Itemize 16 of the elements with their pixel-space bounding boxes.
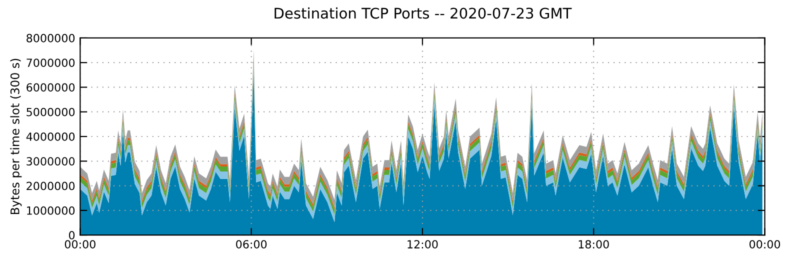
y-tick-label: 4000000	[26, 132, 75, 141]
x-tick-label: 12:00	[408, 240, 438, 248]
y-axis-title: Bytes per time slot (300 s)	[10, 58, 22, 214]
y-tick-label: 7000000	[26, 58, 75, 67]
y-tick-label: 5000000	[26, 108, 75, 116]
y-tick-label: 0	[68, 231, 75, 240]
x-tick-label: 06:00	[236, 240, 267, 248]
chart-title: Destination TCP Ports -- 2020-07-23 GMT	[274, 7, 572, 19]
x-tick-label: 00:00	[750, 240, 780, 248]
x-tick-label: 00:00	[64, 240, 96, 248]
y-tick-label: 1000000	[27, 206, 75, 215]
y-tick-label: 8000000	[26, 34, 75, 42]
y-tick-label: 6000000	[26, 83, 75, 92]
x-tick-label: 18:00	[578, 240, 609, 248]
y-tick-label: 2000000	[26, 182, 75, 190]
y-tick-label: 3000000	[26, 157, 75, 166]
